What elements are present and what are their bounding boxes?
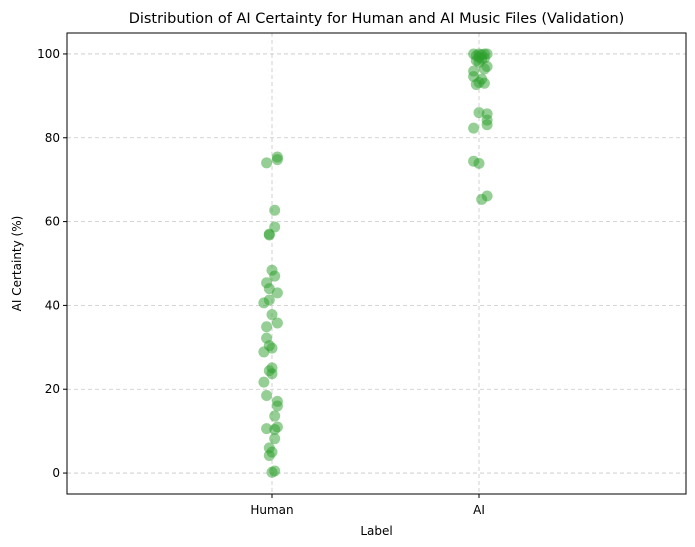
data-point [271, 287, 283, 299]
ticks-layer: 0 20 40 60 80 100 Human AI [37, 47, 485, 517]
y-tick-label: 100 [37, 47, 60, 61]
grid-layer [67, 33, 686, 494]
data-point [473, 157, 485, 169]
data-point [478, 77, 490, 89]
x-axis-label: Label [360, 524, 392, 538]
data-point [269, 204, 281, 216]
y-tick-label: 60 [45, 215, 60, 229]
chart-title: Distribution of AI Certainty for Human a… [129, 11, 625, 27]
data-point [478, 63, 490, 75]
x-tick-label: Human [250, 503, 293, 517]
data-point [261, 423, 273, 435]
data-point [271, 317, 283, 329]
data-point [473, 107, 485, 119]
data-point [269, 433, 281, 445]
data-point [269, 410, 281, 422]
plot-frame [66, 32, 687, 495]
x-tick-label: AI [473, 503, 485, 517]
data-point [263, 283, 275, 295]
data-point [269, 423, 281, 435]
data-point [266, 368, 278, 380]
data-point [271, 400, 283, 412]
data-point [470, 79, 482, 91]
data-point [258, 346, 270, 358]
data-point [271, 154, 283, 166]
data-point [263, 229, 275, 241]
data-point [476, 193, 488, 205]
data-point [269, 270, 281, 282]
data-point [258, 297, 270, 309]
data-point [261, 157, 273, 169]
data-point [258, 376, 270, 388]
y-tick-label: 0 [52, 466, 60, 480]
y-tick-label: 40 [45, 298, 60, 312]
points-layer [258, 48, 493, 478]
data-point [266, 309, 278, 321]
y-axis-label: AI Certainty (%) [10, 216, 24, 312]
data-point [468, 122, 480, 134]
data-point [481, 119, 493, 131]
data-point [266, 466, 278, 478]
y-tick-label: 80 [45, 131, 60, 145]
data-point [263, 449, 275, 461]
data-point [261, 321, 273, 333]
data-point [261, 390, 273, 402]
y-tick-label: 20 [45, 382, 60, 396]
